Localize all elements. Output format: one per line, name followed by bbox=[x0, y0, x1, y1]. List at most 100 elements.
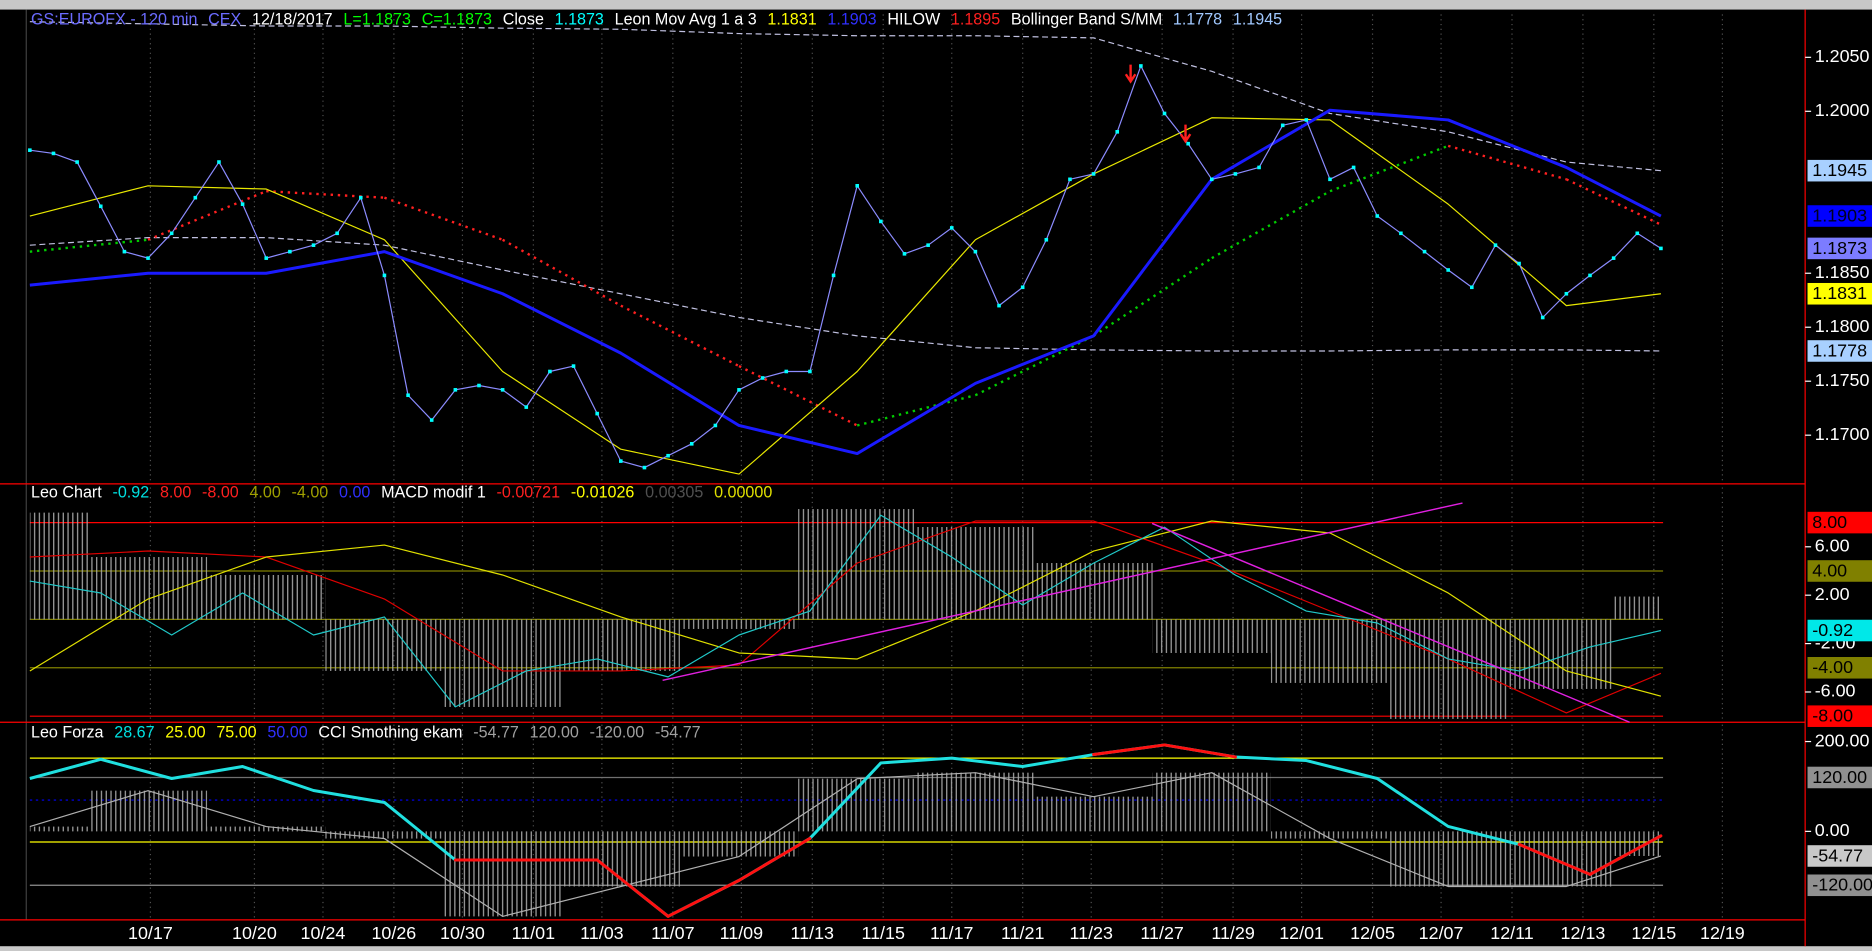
value-box bbox=[1807, 159, 1872, 182]
value-box-label: -4.00 bbox=[1812, 657, 1853, 677]
close-marker bbox=[477, 383, 481, 388]
x-tick-label: 11/17 bbox=[930, 923, 973, 943]
value-box bbox=[1807, 874, 1872, 897]
band-segment bbox=[595, 858, 670, 918]
close-marker bbox=[1611, 256, 1616, 260]
histogram-bar bbox=[207, 574, 326, 620]
close-marker bbox=[1422, 249, 1427, 254]
close-marker bbox=[28, 148, 32, 152]
x-tick-label: 11/21 bbox=[1001, 923, 1044, 943]
legend-item: Bollinger Band S/MM bbox=[1011, 11, 1162, 29]
close-marker bbox=[193, 195, 198, 200]
legend-item: Leon Mov Avg 1 a 3 bbox=[615, 11, 757, 29]
y-tick-label: 1.1700 bbox=[1815, 424, 1870, 444]
close-marker bbox=[1020, 285, 1025, 290]
x-tick-label: 12/19 bbox=[1700, 923, 1745, 943]
legend-item: -0.01026 bbox=[571, 484, 635, 502]
close-marker bbox=[524, 405, 529, 409]
close-marker bbox=[1139, 64, 1143, 68]
band-segment bbox=[1517, 842, 1592, 876]
value-box-label: -54.77 bbox=[1812, 845, 1863, 865]
legend-item: L=1.1873 bbox=[343, 11, 411, 29]
close-marker bbox=[217, 160, 221, 164]
legend-item: 75.00 bbox=[216, 723, 256, 741]
x-tick-label: 11/09 bbox=[720, 923, 763, 943]
close-marker bbox=[1233, 172, 1238, 176]
close-marker bbox=[642, 465, 647, 470]
value-box bbox=[1807, 845, 1872, 867]
value-box bbox=[1807, 340, 1872, 362]
x-tick-label: 11/07 bbox=[651, 923, 694, 943]
histogram-bar bbox=[561, 619, 680, 671]
close-marker bbox=[1257, 165, 1261, 170]
histogram-bar bbox=[88, 790, 208, 832]
value-box-label: 1.1945 bbox=[1812, 160, 1867, 180]
toolbar-strip[interactable] bbox=[0, 0, 1872, 10]
close-marker bbox=[311, 243, 316, 247]
value-box-label: 1.1778 bbox=[1812, 340, 1867, 360]
close-marker bbox=[1446, 268, 1450, 272]
y-tick-label: 1.1800 bbox=[1815, 316, 1870, 336]
histogram-bar bbox=[443, 831, 562, 917]
close-marker bbox=[1351, 165, 1356, 170]
histogram-bar bbox=[1507, 831, 1614, 887]
series-line bbox=[29, 520, 1662, 714]
hilow-segment bbox=[1092, 257, 1213, 337]
legend-item: -0.92 bbox=[112, 484, 149, 502]
histogram-bar bbox=[679, 619, 799, 629]
series-line bbox=[29, 520, 1662, 697]
legend-item: CCI Smothing ekam bbox=[318, 723, 462, 741]
band-segment bbox=[1092, 743, 1167, 757]
value-box bbox=[1807, 705, 1872, 727]
value-box bbox=[1807, 657, 1872, 679]
histogram-bar bbox=[1613, 596, 1661, 620]
close-marker bbox=[51, 151, 56, 156]
close-marker bbox=[500, 388, 505, 392]
close-marker bbox=[808, 369, 812, 374]
legend-item: -0.00721 bbox=[497, 484, 561, 502]
close-marker bbox=[1115, 130, 1120, 134]
x-tick-label: 10/24 bbox=[301, 923, 346, 943]
close-marker bbox=[429, 418, 434, 422]
value-box-label: -0.92 bbox=[1812, 620, 1853, 640]
histogram-bar bbox=[29, 512, 89, 620]
value-box-label: -120.00 bbox=[1812, 875, 1872, 895]
hilow-segment bbox=[1565, 178, 1662, 226]
close-marker bbox=[453, 388, 458, 392]
close-marker bbox=[1162, 111, 1167, 116]
x-tick-label: 12/05 bbox=[1350, 923, 1395, 943]
legend-item: 1.1873 bbox=[555, 11, 604, 29]
y-tick-label: 1.1750 bbox=[1815, 370, 1870, 390]
legend-item: 25.00 bbox=[165, 723, 205, 741]
hilow-segment bbox=[29, 238, 149, 253]
close-marker bbox=[666, 453, 670, 458]
x-tick-label: 11/03 bbox=[580, 923, 623, 943]
y-tick-label: 1.2000 bbox=[1815, 100, 1870, 120]
hilow-segment bbox=[620, 304, 740, 368]
close-marker bbox=[760, 376, 765, 380]
y-tick-label: 6.00 bbox=[1815, 536, 1850, 556]
value-box bbox=[1807, 237, 1872, 260]
close-marker bbox=[75, 160, 79, 164]
close-marker bbox=[997, 303, 1001, 308]
close-marker bbox=[1540, 315, 1545, 320]
y-tick-label: 2.00 bbox=[1815, 584, 1850, 604]
annotations bbox=[662, 64, 1630, 723]
series-line bbox=[29, 514, 1662, 708]
legend-item: 1.1831 bbox=[767, 11, 816, 29]
series-line bbox=[29, 117, 1661, 475]
close-marker bbox=[382, 273, 387, 278]
value-box-label: 1.1903 bbox=[1812, 205, 1867, 225]
close-marker bbox=[949, 226, 954, 230]
histogram-bar bbox=[1152, 619, 1271, 653]
hilow-segment bbox=[502, 238, 622, 307]
y-tick-label: 1.1850 bbox=[1815, 262, 1870, 282]
close-marker bbox=[1304, 118, 1309, 122]
legend-item: -54.77 bbox=[473, 723, 519, 741]
close-marker bbox=[358, 195, 363, 200]
legend-item: C=1.1873 bbox=[422, 11, 492, 29]
close-marker bbox=[335, 231, 339, 236]
signal-arrow bbox=[1124, 64, 1137, 84]
close-marker bbox=[1635, 231, 1640, 236]
